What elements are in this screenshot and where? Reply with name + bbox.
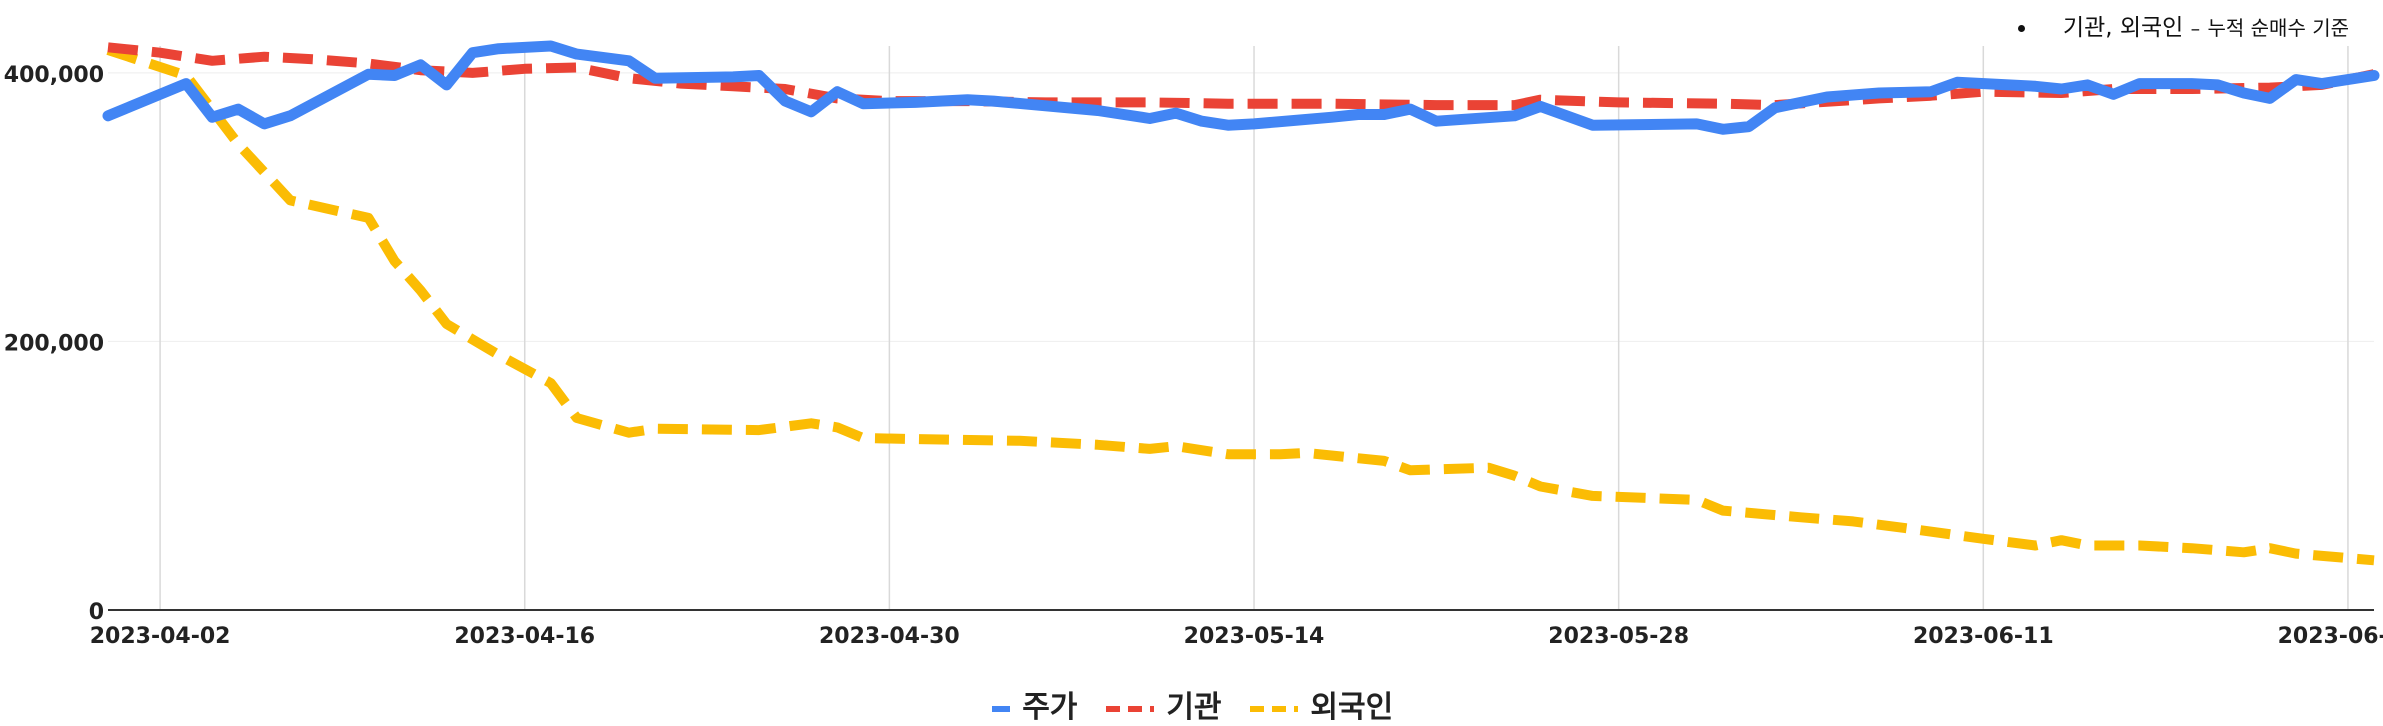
legend-label-institution: 기관: [1166, 690, 1222, 725]
note-separator: –: [2190, 18, 2201, 40]
x-tick-label: 2023-06-11: [1913, 624, 2054, 649]
chart-note: 기관, 외국인 – 누적 순매수 기준: [2017, 8, 2349, 42]
legend-swatch-price: [991, 705, 1010, 712]
legend-swatch-institution: [1105, 705, 1154, 712]
y-tick-label: 200,000: [4, 331, 104, 356]
legend-item-foreigner: 외국인: [1248, 682, 1393, 726]
series-line-2: [106, 45, 2375, 566]
note-tail: 누적 순매수 기준: [2207, 16, 2349, 40]
note-lead: 기관, 외국인: [2062, 15, 2184, 41]
x-axis: 2023-04-02 2023-04-16 2023-04-30 2023-05-14…: [90, 609, 2383, 649]
series-line-1: [107, 42, 2376, 111]
y-axis: 0 200,000 400,000: [4, 63, 104, 625]
y-tick-label: 0: [89, 600, 104, 625]
series-line-0: [102, 40, 2380, 135]
legend: 주가 기관 외국인: [0, 682, 2383, 726]
x-tick-label: 2023-05-28: [1548, 624, 1689, 649]
x-tick-label: 2023-05-14: [1184, 624, 1325, 649]
legend-item-price: 주가: [990, 682, 1078, 726]
legend-item-institution: 기관: [1104, 682, 1222, 726]
x-tick-label: 2023-04-30: [819, 624, 960, 649]
series-lines: [102, 40, 2380, 566]
x-tick-label: 2023-04-02: [90, 624, 231, 649]
legend-label-price: 주가: [1022, 690, 1078, 725]
bullet-icon: [2017, 25, 2025, 32]
legend-label-foreigner: 외국인: [1310, 690, 1394, 725]
y-tick-label: 400,000: [4, 63, 104, 88]
legend-swatch-foreigner: [1249, 705, 1298, 712]
x-tick-label: 2023-04-16: [454, 624, 595, 649]
x-tick-label: 2023-06-25: [2278, 624, 2383, 649]
